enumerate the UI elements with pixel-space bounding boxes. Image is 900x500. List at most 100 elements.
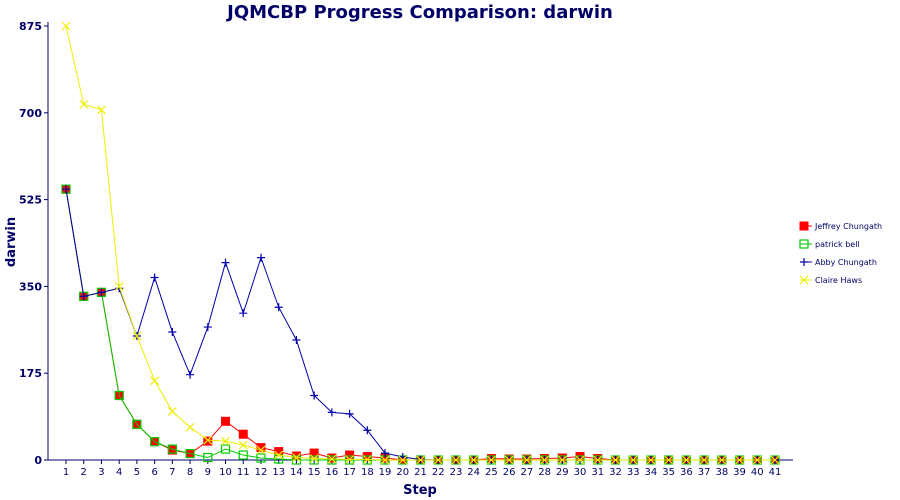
data-point [381,449,390,458]
axes [47,22,793,461]
x-tick-label: 39 [733,467,746,478]
legend-item: Jeffrey Chungath [799,221,882,231]
data-point [327,454,337,464]
x-tick-label: 40 [751,467,764,478]
data-point [770,455,780,465]
data-point [203,323,212,332]
legend-marker [799,275,809,285]
data-point [238,440,248,450]
x-tick-label: 5 [134,467,140,478]
legend-label: Abby Chungath [815,258,877,267]
data-point [327,453,337,463]
data-point [504,455,514,465]
x-axis-label: Step [403,483,437,498]
x-tick-label: 41 [769,467,782,478]
y-tick-label: 700 [19,107,42,120]
data-point [150,273,159,282]
x-tick-label: 13 [272,467,285,478]
x-tick-label: 2 [81,467,87,478]
data-point [97,288,106,297]
data-point [291,455,302,465]
data-point [203,435,213,445]
data-point [203,436,213,446]
data-point [239,309,248,318]
data-point [97,105,106,115]
data-point [646,455,656,465]
data-point [220,444,231,454]
legend-item: patrick bell [799,239,860,249]
x-tick-label: 35 [662,467,675,478]
y-tick-label: 525 [19,194,42,207]
x-tick-label: 1 [63,467,69,478]
data-point [593,455,603,465]
data-point [132,331,142,341]
data-point [185,422,195,432]
series-line [65,189,775,461]
x-tick-label: 30 [574,467,587,478]
data-point [310,391,319,400]
x-tick-label: 32 [609,467,622,478]
data-point [327,455,337,465]
data-point [416,455,425,465]
data-point [62,185,70,194]
x-tick-label: 19 [379,467,392,478]
data-point [717,455,727,465]
x-tick-label: 37 [698,467,711,478]
x-tick-label: 11 [237,467,250,478]
data-point [186,370,195,379]
x-tick-label: 26 [503,467,516,478]
series-line [65,25,775,461]
data-point [681,455,691,465]
data-point [309,448,319,458]
data-point [522,455,532,465]
data-point [327,408,336,417]
data-point [292,453,301,462]
legend-label: patrick bell [815,240,860,249]
legend-item: Abby Chungath [800,258,877,267]
data-point [221,436,230,446]
data-point [61,21,71,31]
data-point [185,448,195,459]
data-point [363,426,372,435]
series-3 [61,21,780,465]
y-ticks: 0 175 350 525 700 875 [19,20,48,467]
x-tick-label: 15 [308,467,321,478]
legend: Jeffrey Chungath patrick bell Abby Chungat… [799,221,882,285]
x-tick-label: 23 [450,467,463,478]
legend-label: Jeffrey Chungath [814,222,882,231]
series-layer [61,21,780,465]
data-point [79,99,89,109]
data-point [309,454,319,463]
data-point [114,281,124,291]
x-tick-label: 12 [255,467,268,478]
x-tick-label: 22 [432,467,445,478]
data-point [486,455,496,465]
y-axis-label: darwin [4,217,19,267]
x-tick-label: 33 [627,467,640,478]
data-point [664,455,674,465]
x-tick-label: 38 [715,467,728,478]
data-point [469,455,479,465]
legend-item: Claire Haws [799,275,862,285]
data-point [292,335,301,344]
legend-label: Claire Haws [815,276,862,285]
x-tick-label: 17 [343,467,356,478]
data-point [79,292,88,301]
series-line [65,189,775,461]
x-tick-label: 20 [396,467,409,478]
chart-title: JQMCBP Progress Comparison: darwin [225,2,613,23]
x-tick-label: 10 [219,467,232,478]
data-point [699,455,709,465]
x-tick-label: 8 [187,467,193,478]
x-tick-label: 34 [645,467,658,478]
x-tick-label: 9 [205,467,211,478]
data-point [256,253,265,262]
data-point [150,437,160,447]
data-point [238,450,248,460]
data-point [575,455,585,465]
data-point [345,455,355,464]
data-point [221,416,231,426]
y-tick-label: 0 [34,454,42,467]
x-tick-label: 14 [290,467,303,478]
